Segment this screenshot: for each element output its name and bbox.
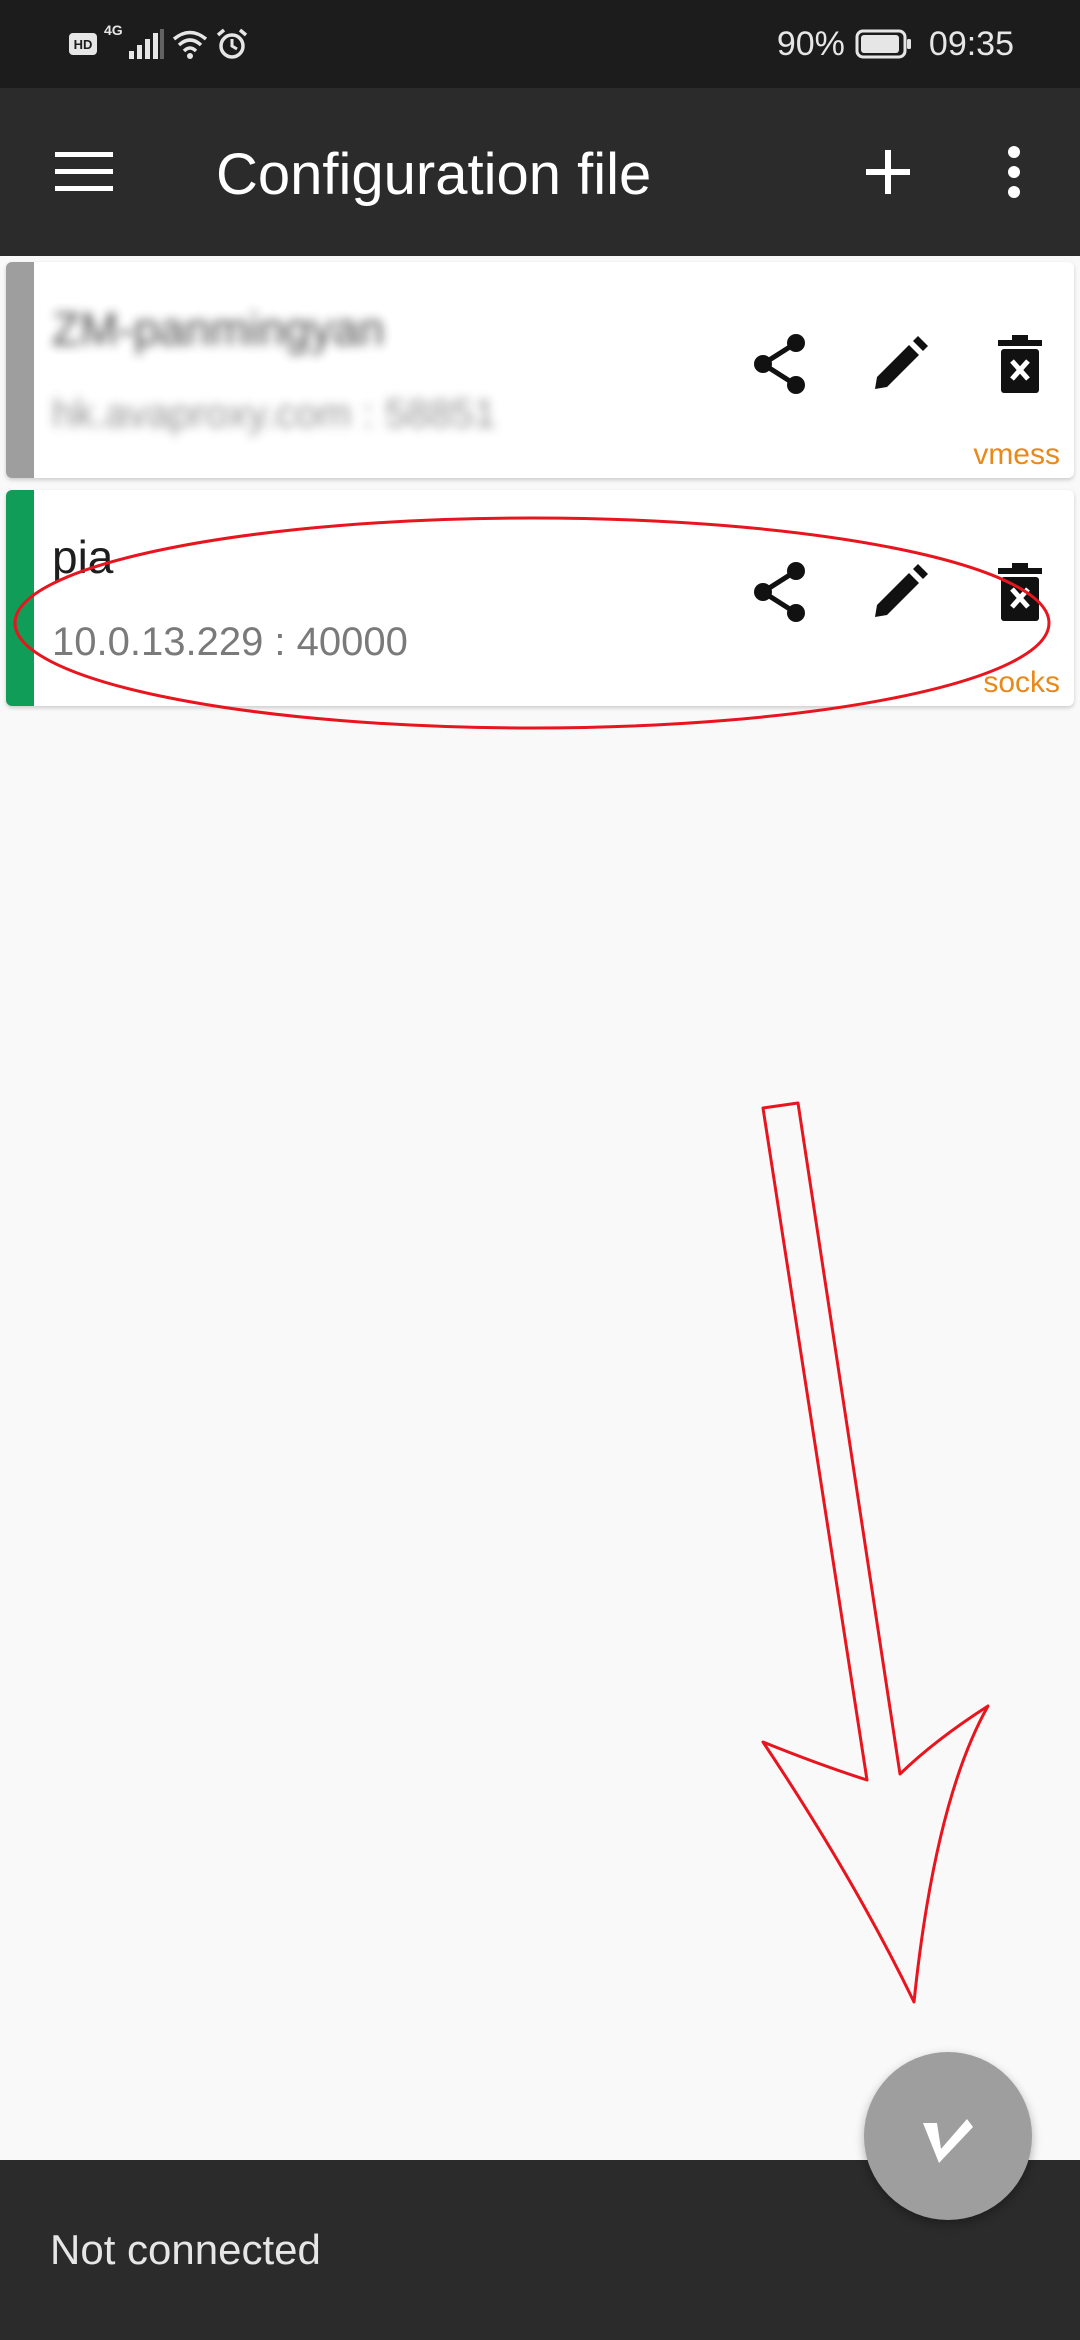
- battery-percent: 90%: [776, 24, 845, 63]
- selection-indicator: [6, 490, 34, 706]
- edit-icon: [875, 564, 928, 617]
- config-address: 10.0.13.229 : 40000: [52, 620, 408, 664]
- add-config-button[interactable]: [848, 132, 928, 212]
- edit-button[interactable]: [866, 330, 934, 398]
- menu-icon: [55, 152, 113, 191]
- connect-fab[interactable]: [864, 2052, 1032, 2220]
- menu-button[interactable]: [44, 132, 124, 212]
- config-address: hk.avaproxy.com : 58851: [52, 392, 496, 436]
- network-type: 4G: [104, 22, 123, 38]
- more-vert-icon: [1008, 146, 1020, 198]
- bottom-status-bar[interactable]: Not connected: [0, 2160, 1080, 2340]
- share-button[interactable]: [746, 330, 814, 398]
- alarm-icon: [216, 28, 247, 59]
- clock: 09:35: [928, 24, 1014, 63]
- wifi-icon: [172, 30, 207, 59]
- add-icon: [866, 150, 910, 194]
- connection-status: Not connected: [50, 2226, 321, 2273]
- config-item-selected[interactable]: pia 10.0.13.229 : 40000 sock: [6, 490, 1074, 706]
- share-icon: [754, 562, 805, 622]
- delete-icon: [998, 563, 1042, 621]
- share-button[interactable]: [746, 558, 814, 626]
- selection-indicator: [6, 262, 34, 478]
- config-type: socks: [983, 666, 1060, 699]
- config-name: ZM-panmingyan: [52, 303, 385, 355]
- status-left-icons: HD 4G: [68, 22, 249, 64]
- config-item[interactable]: ZM-panmingyan hk.avaproxy.com : 58851: [6, 262, 1074, 478]
- config-actions: [746, 330, 1054, 398]
- status-right: 90% 09:35: [777, 22, 1014, 66]
- app-bar: Configuration file: [0, 88, 1080, 256]
- signal-icon: [128, 29, 164, 59]
- config-type: vmess: [973, 438, 1060, 471]
- battery-icon: [855, 29, 911, 59]
- overflow-menu-button[interactable]: [974, 132, 1054, 212]
- svg-text:HD: HD: [74, 37, 93, 52]
- edit-icon: [875, 336, 928, 389]
- delete-button[interactable]: [986, 330, 1054, 398]
- config-actions: [746, 558, 1054, 626]
- edit-button[interactable]: [866, 558, 934, 626]
- pointer-arrow: [761, 1101, 990, 2004]
- v-logo-icon: [923, 2119, 973, 2163]
- delete-button[interactable]: [986, 558, 1054, 626]
- share-icon: [754, 334, 805, 394]
- hd-icon: HD: [69, 33, 97, 55]
- delete-icon: [998, 335, 1042, 393]
- config-name: pia: [52, 531, 114, 583]
- page-title: Configuration file: [216, 142, 652, 207]
- status-bar: HD 4G 90% 09:35: [0, 0, 1080, 88]
